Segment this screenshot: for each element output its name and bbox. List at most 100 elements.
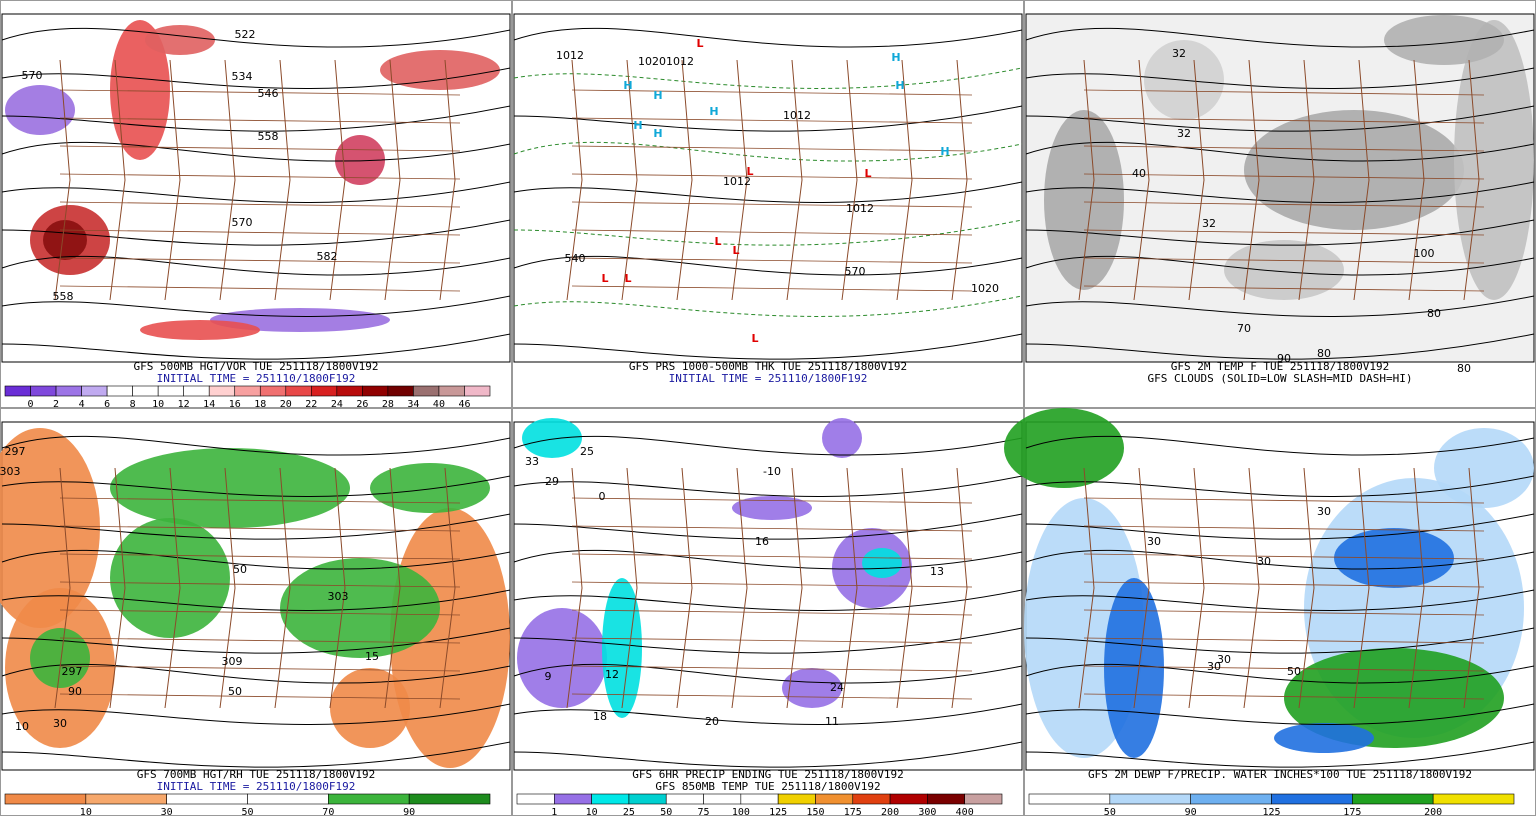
map: 32 32 40 32 70 80 90 80 100 80 [1025,13,1535,375]
caption: GFS CLOUDS (SOLID=LOW SLASH=MID DASH=HI) [1148,372,1413,385]
state-border [54,467,71,709]
state-border [1083,693,1485,700]
state-border [329,467,346,709]
colorbar-label: 50 [1104,807,1116,818]
colorbar-label: 28 [382,399,394,410]
map-label: H [709,105,718,118]
map-label: 534 [232,70,253,83]
colorbar-swatch [4,793,87,805]
colorbar-label: 150 [806,807,824,818]
field-shading [370,463,490,513]
map-label: 25 [580,445,594,458]
map-label: 570 [22,69,43,82]
contour [1,741,511,768]
colorbar-label: 46 [458,399,470,410]
state-border [1083,581,1485,588]
contour [513,141,1023,162]
field-shading [602,578,642,718]
state-border [676,59,693,301]
field-shading [782,668,842,708]
field-shading [1244,110,1464,230]
map-label: 1012 [666,55,694,68]
colorbar-label: 125 [1262,807,1280,818]
map-label: 297 [5,445,26,458]
colorbar-label: 50 [241,807,253,818]
colorbar-swatch [157,385,184,397]
state-border [1133,59,1150,301]
map-label: 50 [1287,665,1301,678]
map-label: 30 [1257,555,1271,568]
map-label: 558 [258,130,279,143]
contour [1,295,511,317]
colorbar-swatch [703,793,742,805]
state-border [1083,257,1485,264]
map-label: 30 [1147,535,1161,548]
state-border [566,59,583,301]
colorbar-swatch [464,385,491,397]
colorbar-swatch [328,793,410,805]
state-border [109,467,126,709]
colorbar-label: 12 [178,399,190,410]
contour [513,333,1023,360]
contour [513,27,1023,48]
colorbar-label: 10 [80,807,92,818]
map-label: 80 [1427,307,1441,320]
colorbar-label: 300 [918,807,936,818]
field-shading [335,135,385,185]
state-border [1083,525,1485,532]
state-border [896,467,913,709]
map-label: 570 [232,216,253,229]
map-label: 540 [565,252,586,265]
contour [1,475,511,497]
field-shading [5,85,75,135]
state-border [571,581,973,588]
state-border [1083,117,1485,124]
contour [1,513,511,540]
field-shading [1044,110,1124,290]
state-border [566,467,583,709]
map-label: L [696,37,703,50]
map-label: 50 [228,685,242,698]
colorbar-swatch [132,385,159,397]
colorbar-swatch [234,385,261,397]
colorbar-label: 10 [152,399,164,410]
caption: GFS 2M TEMP F TUE 251118/1800V192 [1171,360,1390,373]
map-label: 9 [545,670,552,683]
map-label: 30 [1207,660,1221,673]
state-border [1408,59,1425,301]
state-border [1078,467,1095,709]
field-shading [1274,723,1374,753]
state-border [841,59,858,301]
map-area [513,13,1023,363]
colorbar-label: 0 [28,399,34,410]
contour [513,219,1023,246]
state-border [571,201,973,208]
colorbar-swatch [889,793,928,805]
map-area [513,421,1023,771]
colorbar-swatch [777,793,816,805]
map-label: 0 [599,490,606,503]
contour [1025,27,1535,48]
contour [1025,255,1535,276]
colorbar-label: 400 [956,807,974,818]
colorbar-swatch [554,793,592,805]
map-label: 10 [15,720,29,733]
state-border [951,59,968,301]
contour [513,181,1023,203]
map-label: 30 [1317,505,1331,518]
state-border [59,553,461,560]
colorbar-swatch [665,793,704,805]
state-border [1083,173,1485,180]
field-shading [390,508,510,768]
state-border [384,467,401,709]
map-label: 29 [545,475,559,488]
map-label: 100 [1414,247,1435,260]
colorbar-swatch [166,793,248,805]
contour [513,67,1023,89]
map-label: 11 [825,715,839,728]
state-border [571,117,973,124]
state-border [59,201,461,208]
colorbar-swatch [413,385,440,397]
colorbar-swatch [1352,793,1434,805]
